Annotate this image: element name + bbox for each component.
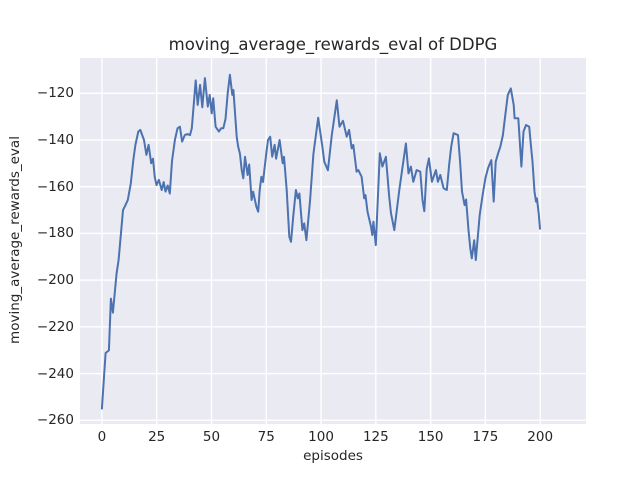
x-tick-label: 25 xyxy=(148,429,166,445)
y-axis-label: moving_average_rewards_eval xyxy=(7,136,23,344)
y-tick-label: −220 xyxy=(36,318,74,335)
x-tick-label: 75 xyxy=(257,429,275,445)
chart-title: moving_average_rewards_eval of DDPG xyxy=(168,35,498,54)
reward-line xyxy=(100,73,541,410)
y-tick-label: −140 xyxy=(36,131,74,148)
y-tick-label: −240 xyxy=(36,365,74,382)
x-tick-label: 125 xyxy=(362,429,389,445)
x-tick-label: 50 xyxy=(202,429,221,445)
y-tick-label: −160 xyxy=(36,178,74,195)
y-tick-label: −260 xyxy=(36,412,74,429)
y-tick-label: −180 xyxy=(36,225,74,242)
x-tick-label: 150 xyxy=(417,429,444,445)
plot-canvas xyxy=(80,58,586,424)
plot-area xyxy=(80,58,586,424)
x-tick-label: 100 xyxy=(308,429,334,445)
axes-background xyxy=(80,58,586,424)
x-tick-label: 0 xyxy=(97,429,107,445)
y-tick-label: −200 xyxy=(36,272,74,289)
x-tick-label: 200 xyxy=(527,429,554,445)
x-axis-label: episodes xyxy=(303,448,363,464)
x-tick-label: 175 xyxy=(472,429,499,445)
y-tick-label: −120 xyxy=(36,85,74,102)
